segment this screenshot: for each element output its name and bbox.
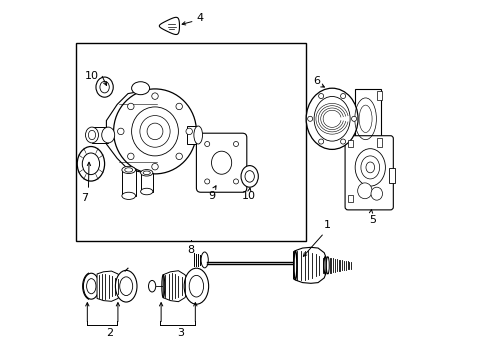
Ellipse shape	[114, 89, 196, 174]
Text: 2: 2	[106, 328, 114, 338]
Circle shape	[118, 128, 124, 135]
Bar	[355, 89, 381, 148]
Ellipse shape	[96, 77, 113, 97]
Bar	[389, 168, 395, 183]
Bar	[348, 195, 353, 202]
Text: 10: 10	[85, 71, 99, 81]
Circle shape	[152, 163, 158, 170]
Bar	[92, 127, 108, 143]
Ellipse shape	[102, 127, 115, 143]
Ellipse shape	[77, 147, 104, 181]
Circle shape	[233, 179, 239, 184]
Text: 1: 1	[324, 220, 331, 230]
Polygon shape	[106, 90, 157, 173]
Text: 5: 5	[369, 215, 376, 225]
Ellipse shape	[141, 170, 153, 176]
Text: 6: 6	[314, 76, 320, 86]
Circle shape	[318, 94, 324, 99]
Text: 7: 7	[81, 193, 88, 203]
Text: 8: 8	[188, 245, 195, 255]
Circle shape	[127, 153, 134, 159]
Ellipse shape	[132, 107, 178, 156]
Circle shape	[152, 93, 158, 99]
Ellipse shape	[132, 82, 149, 95]
Circle shape	[233, 141, 239, 147]
Bar	[348, 140, 353, 147]
Circle shape	[176, 153, 182, 159]
FancyBboxPatch shape	[196, 133, 247, 192]
Bar	[141, 173, 153, 192]
Circle shape	[341, 94, 345, 99]
Polygon shape	[163, 271, 188, 302]
Ellipse shape	[140, 116, 170, 147]
Ellipse shape	[83, 273, 99, 299]
Text: 4: 4	[196, 13, 203, 23]
Text: 3: 3	[177, 328, 184, 338]
Text: 10: 10	[242, 191, 256, 201]
Circle shape	[308, 116, 313, 121]
Circle shape	[341, 139, 345, 144]
Circle shape	[205, 141, 210, 147]
Ellipse shape	[194, 126, 202, 144]
Bar	[122, 170, 136, 196]
Circle shape	[186, 128, 193, 135]
Ellipse shape	[326, 257, 329, 274]
Bar	[377, 138, 382, 147]
Circle shape	[351, 116, 357, 121]
Ellipse shape	[371, 187, 383, 200]
Ellipse shape	[122, 192, 136, 199]
Ellipse shape	[201, 252, 208, 268]
Ellipse shape	[212, 151, 232, 174]
Polygon shape	[159, 17, 179, 35]
Circle shape	[205, 179, 210, 184]
Ellipse shape	[141, 188, 153, 195]
Ellipse shape	[116, 270, 137, 302]
Ellipse shape	[148, 280, 156, 292]
Ellipse shape	[86, 127, 98, 143]
Ellipse shape	[88, 130, 96, 140]
Circle shape	[176, 103, 182, 110]
FancyBboxPatch shape	[345, 136, 393, 210]
Ellipse shape	[122, 166, 136, 174]
Ellipse shape	[147, 123, 163, 140]
Circle shape	[127, 103, 134, 110]
Ellipse shape	[358, 183, 372, 199]
Ellipse shape	[306, 88, 358, 149]
Bar	[76, 43, 306, 241]
Ellipse shape	[184, 268, 209, 304]
Circle shape	[318, 139, 324, 144]
Bar	[377, 91, 382, 100]
Bar	[187, 126, 198, 144]
Ellipse shape	[355, 149, 386, 186]
Text: 9: 9	[208, 191, 216, 201]
Ellipse shape	[241, 166, 258, 187]
Polygon shape	[294, 247, 326, 283]
Polygon shape	[97, 271, 121, 301]
